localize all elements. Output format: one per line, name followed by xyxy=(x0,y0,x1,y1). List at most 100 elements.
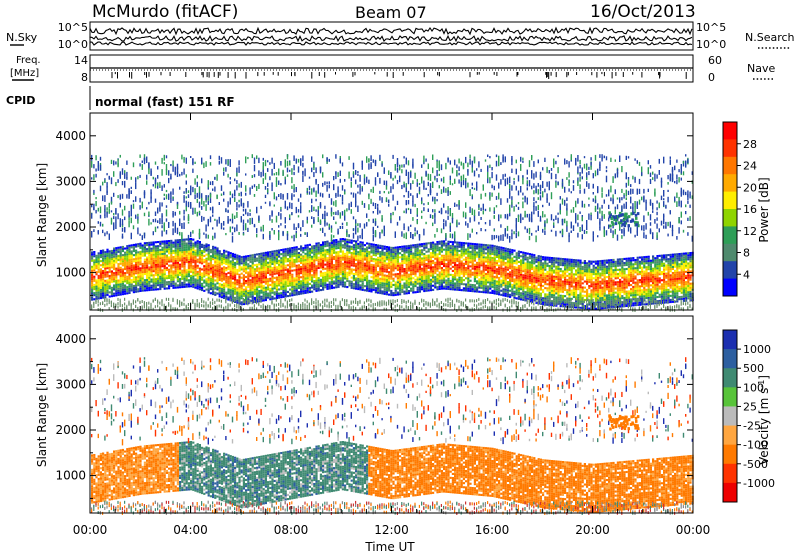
power-cell xyxy=(225,256,228,259)
power-cell xyxy=(370,284,373,287)
power-cell xyxy=(242,257,245,260)
power-cell xyxy=(405,247,408,250)
cpid-label: CPID xyxy=(6,94,35,107)
power-cell xyxy=(341,281,344,284)
power-cell xyxy=(289,253,292,256)
power-cell xyxy=(99,249,102,252)
power-cell xyxy=(377,273,380,276)
power-cell xyxy=(229,285,232,288)
power-speck xyxy=(238,183,240,188)
power-cell xyxy=(423,253,426,256)
power-cell xyxy=(159,257,162,260)
power-cell xyxy=(245,296,248,299)
power-ground-speck xyxy=(388,302,390,306)
power-cell xyxy=(350,276,353,279)
power-cell xyxy=(106,265,109,268)
power-cell xyxy=(146,262,149,265)
power-ground-speck xyxy=(231,300,233,304)
power-cell xyxy=(124,251,127,254)
power-speck xyxy=(319,228,322,231)
power-speck xyxy=(322,172,324,178)
power-cell xyxy=(295,246,298,249)
power-cell xyxy=(170,250,173,253)
power-ground-speck xyxy=(396,299,398,303)
power-cell xyxy=(227,257,230,260)
power-cell xyxy=(247,267,250,270)
power-cell xyxy=(126,265,129,268)
power-cell xyxy=(291,255,294,258)
power-speck xyxy=(269,176,271,181)
power-cell xyxy=(300,286,303,289)
power-cell xyxy=(121,293,124,296)
power-cell xyxy=(187,256,190,259)
power-cell xyxy=(269,261,272,264)
power-cell xyxy=(119,252,122,255)
power-speck xyxy=(194,207,196,214)
power-cell xyxy=(234,276,237,279)
power-cell xyxy=(231,273,234,276)
power-cell xyxy=(311,280,314,283)
power-cell xyxy=(179,284,182,287)
power-cell xyxy=(421,275,424,278)
power-cell xyxy=(313,275,316,278)
power-cell xyxy=(212,288,215,291)
power-cell xyxy=(119,270,122,273)
power-cell xyxy=(383,266,386,269)
power-cell xyxy=(97,289,100,292)
power-cell xyxy=(326,269,329,272)
power-cell xyxy=(165,240,168,243)
power-cell xyxy=(346,238,349,241)
power-cell xyxy=(396,266,399,269)
power-speck xyxy=(240,191,242,197)
power-cell xyxy=(289,274,292,277)
power-cell xyxy=(154,263,157,266)
power-cell xyxy=(344,275,347,278)
power-cell xyxy=(348,251,351,254)
power-speck xyxy=(181,223,183,229)
power-speck xyxy=(297,209,300,213)
power-cell xyxy=(335,278,338,281)
power-cell xyxy=(341,279,344,282)
power-cell xyxy=(273,260,276,263)
power-cell xyxy=(165,244,168,247)
power-cell xyxy=(313,280,316,283)
power-cell xyxy=(205,288,208,291)
power-cell xyxy=(192,248,195,251)
power-cell xyxy=(141,285,144,288)
power-speck xyxy=(350,201,352,207)
power-cell xyxy=(286,295,289,298)
power-cell xyxy=(330,287,333,290)
power-cell xyxy=(242,255,245,258)
power-speck xyxy=(311,198,313,204)
power-cell xyxy=(394,285,397,288)
power-cell xyxy=(355,256,358,259)
power-speck xyxy=(183,222,185,229)
power-cell xyxy=(370,245,373,248)
power-cell xyxy=(394,287,397,290)
power-cell xyxy=(282,252,285,255)
power-speck xyxy=(256,187,258,191)
power-cell xyxy=(308,262,311,265)
power-cell xyxy=(427,283,430,286)
power-cell xyxy=(341,266,344,269)
power-cell xyxy=(207,277,210,280)
power-cell xyxy=(185,273,188,276)
power-ground-speck xyxy=(179,304,181,308)
power-cell xyxy=(234,274,237,277)
power-speck xyxy=(383,225,385,230)
power-speck xyxy=(414,172,416,179)
power-cell xyxy=(315,252,318,255)
power-cell xyxy=(137,280,140,283)
power-cell xyxy=(137,284,140,287)
power-cell xyxy=(278,292,281,295)
power-cell xyxy=(190,279,193,282)
power-cell xyxy=(119,275,122,278)
power-cell xyxy=(278,278,281,281)
power-cell xyxy=(326,265,329,268)
power-cell xyxy=(93,294,96,297)
power-cell xyxy=(273,297,276,300)
power-cell xyxy=(403,249,406,252)
power-speck xyxy=(119,202,121,208)
power-cell xyxy=(170,266,173,269)
power-ground-speck xyxy=(348,304,350,308)
